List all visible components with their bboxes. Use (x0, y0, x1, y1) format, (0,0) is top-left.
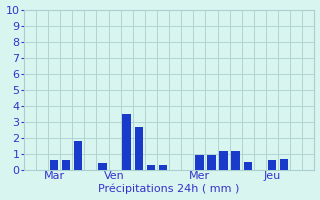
X-axis label: Précipitations 24h ( mm ): Précipitations 24h ( mm ) (98, 184, 240, 194)
Bar (231, 151, 240, 170)
Bar (135, 127, 143, 170)
Bar (74, 141, 83, 170)
Bar (280, 159, 288, 170)
Bar (98, 163, 107, 170)
Bar (195, 155, 204, 170)
Bar (147, 165, 155, 170)
Bar (268, 160, 276, 170)
Bar (62, 160, 70, 170)
Bar (244, 162, 252, 170)
Bar (207, 155, 216, 170)
Bar (50, 160, 58, 170)
Bar (219, 151, 228, 170)
Bar (159, 165, 167, 170)
Bar (123, 114, 131, 170)
